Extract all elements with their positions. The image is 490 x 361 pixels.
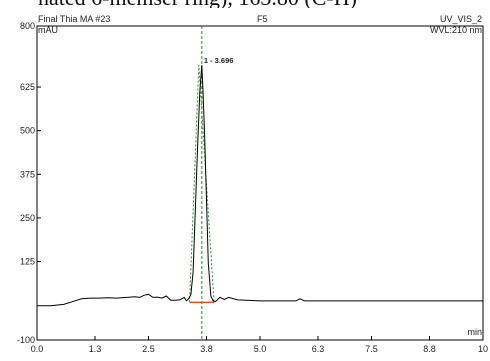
y-axis-unit-label: mAU [38,25,58,35]
peak-integration [189,26,215,340]
y-tick-label: 125 [20,257,35,267]
y-tick-label: 625 [20,82,35,92]
y-tick-label: 500 [20,126,35,136]
x-axis-unit-label: min [467,327,482,337]
peak-fit-outline [189,65,215,303]
x-tick-label: 5.0 [254,344,267,354]
fraction-label: F5 [257,14,268,24]
plot-frame [36,25,484,341]
x-axis-ticks: 0.0 1.3 2.5 3.8 5.0 6.3 7.5 8.8 10 [31,336,488,354]
x-tick-label: 2.5 [142,344,155,354]
peak-label: 1 - 3.696 [204,56,234,65]
y-axis-ticks: -100 125 250 375 500 625 800 [17,21,41,345]
y-tick-label: 800 [20,21,35,31]
x-tick-label: 1.3 [89,344,102,354]
x-tick-label: 3.8 [200,344,213,354]
detector-channel-label: UV_VIS_2 [440,14,482,24]
wavelength-label: WVL:210 nm [430,25,482,35]
chromatogram-trace [37,65,483,307]
y-tick-label: 375 [20,169,35,179]
x-tick-label: 8.8 [423,344,436,354]
x-tick-label: 0.0 [31,344,44,354]
y-tick-label: -100 [17,335,35,345]
x-tick-label: 10 [478,344,488,354]
caption-fragment: nated 6-memser ring), 163.80 (C-H) [0,0,490,8]
x-tick-label: 6.3 [312,344,325,354]
y-tick-label: 250 [20,213,35,223]
sample-name-label: Final Thia MA #23 [38,14,110,24]
x-tick-label: 7.5 [365,344,378,354]
